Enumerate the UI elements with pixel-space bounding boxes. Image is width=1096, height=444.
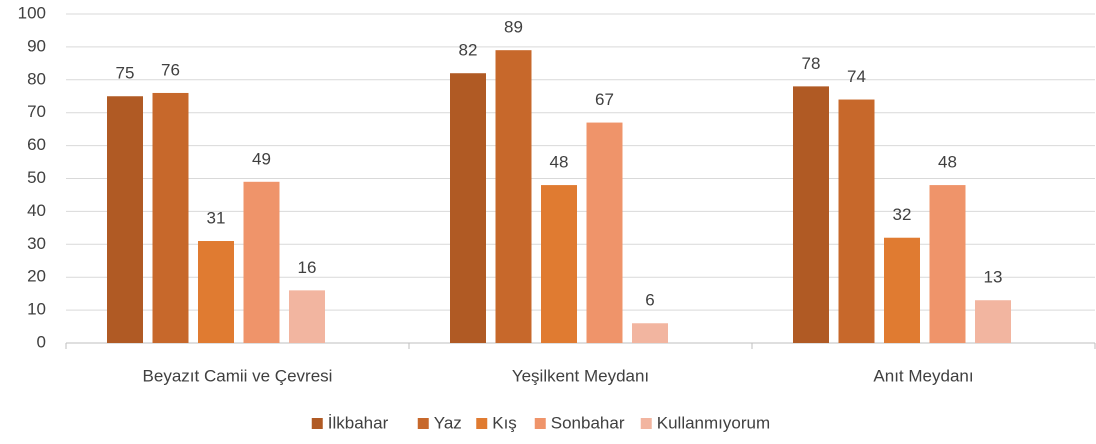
data-label: 67 [595, 90, 614, 109]
y-tick-label: 50 [27, 168, 46, 187]
data-label: 6 [645, 291, 654, 310]
data-label: 31 [207, 208, 226, 227]
bar [289, 290, 325, 343]
legend-swatch [417, 418, 429, 429]
x-tick-label: Beyazıt Camii ve Çevresi [143, 366, 333, 385]
legend-label: Kullanmıyorum [657, 413, 770, 432]
y-tick-label: 90 [27, 36, 46, 55]
bar [975, 300, 1011, 343]
bar [152, 92, 189, 344]
data-label: 48 [938, 153, 957, 172]
legend-swatch [311, 418, 323, 429]
legend-label: Sonbahar [551, 413, 625, 432]
bar [838, 99, 875, 343]
bar [632, 323, 668, 343]
legend-label: Kış [492, 413, 517, 432]
legend-swatch [640, 418, 652, 429]
data-label: 74 [847, 67, 866, 86]
bar [586, 122, 623, 343]
bar [929, 185, 966, 343]
data-label: 89 [504, 18, 523, 37]
data-label: 32 [893, 205, 912, 224]
y-tick-label: 40 [27, 201, 46, 220]
bar [198, 241, 234, 343]
legend-label: Yaz [434, 413, 462, 432]
data-label: 76 [161, 60, 180, 79]
legend-swatch [476, 418, 488, 429]
data-label: 49 [252, 149, 271, 168]
y-tick-label: 10 [27, 300, 46, 319]
data-label: 13 [984, 268, 1003, 287]
y-tick-label: 60 [27, 135, 46, 154]
y-tick-label: 0 [37, 332, 46, 351]
y-tick-label: 30 [27, 234, 46, 253]
y-tick-label: 80 [27, 69, 46, 88]
x-tick-label: Yeşilkent Meydanı [512, 366, 649, 385]
data-label: 48 [550, 153, 569, 172]
bar [495, 50, 532, 343]
bar [541, 185, 577, 343]
y-tick-label: 100 [18, 3, 46, 22]
bar [884, 237, 920, 343]
y-tick-label: 20 [27, 267, 46, 286]
bar [243, 181, 280, 343]
bar [107, 96, 143, 343]
data-label: 78 [802, 54, 821, 73]
data-label: 16 [298, 258, 317, 277]
y-tick-label: 70 [27, 102, 46, 121]
x-tick-label: Anıt Meydanı [873, 366, 973, 385]
legend-swatch [534, 418, 546, 429]
bar [793, 86, 829, 343]
legend-label: İlkbahar [328, 413, 389, 432]
data-label: 82 [459, 41, 478, 60]
bar [450, 73, 486, 343]
data-label: 75 [116, 64, 135, 83]
